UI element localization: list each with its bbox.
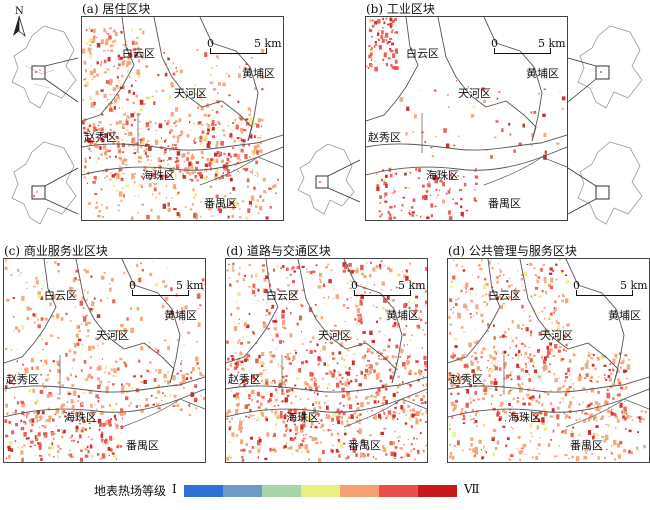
district-label-haizhu: 海珠区	[142, 169, 175, 182]
scale-zero-label: 0	[351, 279, 358, 292]
north-arrow-icon	[13, 16, 26, 38]
district-label-panyu: 番禺区	[348, 439, 381, 452]
north-label: N	[15, 6, 24, 17]
legend-swatch-level-4	[301, 485, 340, 497]
scale-zero-label: 0	[491, 37, 498, 50]
scale-bar: 0 5 km	[207, 37, 282, 59]
district-label-panyu: 番禺区	[488, 197, 521, 210]
legend-swatch-level-1	[184, 485, 223, 497]
panel-title-c: (c) 商业服务业区块	[4, 244, 108, 258]
legend-swatch-level-5	[340, 485, 379, 497]
heat-patches	[4, 259, 205, 462]
district-label-yuexiu: 赵秀区	[84, 131, 117, 144]
district-label-baiyun: 白云区	[266, 289, 299, 302]
district-label-tianhe: 天河区	[96, 329, 129, 342]
map-panel-b: 白云区天河区 黄埔区赵秀区海珠区番禺区 0 5 km	[365, 16, 568, 221]
district-label-panyu: 番禺区	[126, 439, 159, 452]
scale-distance-label: 5 km	[538, 37, 566, 50]
legend-end-label: Ⅶ	[464, 482, 480, 496]
panel-title-b: (b) 工业区块	[366, 2, 435, 16]
district-label-yuexiu: 赵秀区	[228, 373, 261, 386]
district-label-yuexiu: 赵秀区	[368, 131, 401, 144]
legend-title: 地表热场等级	[94, 484, 167, 498]
scale-zero-label: 0	[573, 279, 580, 292]
district-label-panyu: 番禺区	[570, 439, 603, 452]
district-label-tianhe: 天河区	[458, 87, 491, 100]
district-label-tianhe: 天河区	[540, 329, 573, 342]
panel-title-e: (d) 公共管理与服务区块	[448, 244, 577, 258]
inset-map-mid	[297, 143, 361, 215]
map-panel-d: 白云区天河区 黄埔区赵秀区海珠区番禺区 0 5 km	[225, 258, 428, 463]
legend-start-label: I	[172, 482, 177, 496]
district-label-huangpu: 黄埔区	[526, 67, 559, 80]
scale-distance-label: 5 km	[398, 279, 426, 292]
heat-patches	[82, 27, 279, 220]
inset-map-a-bottom	[11, 141, 79, 225]
scale-distance-label: 5 km	[620, 279, 648, 292]
district-label-baiyun: 白云区	[122, 47, 155, 60]
map-panel-e: 白云区天河区 黄埔区赵秀区海珠区番禺区 0 5 km	[447, 258, 650, 463]
legend-swatch-level-2	[223, 485, 262, 497]
scale-distance-label: 5 km	[176, 279, 204, 292]
district-label-haizhu: 海珠区	[426, 169, 459, 182]
legend-swatch-level-6	[379, 485, 418, 497]
panel-title-d: (d) 道路与交通区块	[226, 244, 331, 258]
scale-zero-label: 0	[207, 37, 214, 50]
district-label-yuexiu: 赵秀区	[6, 373, 39, 386]
panel-title-a: (a) 居住区块	[82, 2, 151, 16]
district-label-huangpu: 黄埔区	[386, 309, 419, 322]
district-label-haizhu: 海珠区	[286, 411, 319, 424]
legend-swatch-level-7	[418, 485, 457, 497]
district-label-baiyun: 白云区	[44, 289, 77, 302]
district-label-baiyun: 白云区	[488, 289, 521, 302]
district-label-tianhe: 天河区	[318, 329, 351, 342]
district-label-tianhe: 天河区	[174, 87, 207, 100]
scale-distance-label: 5 km	[254, 37, 282, 50]
heat-patches	[226, 260, 427, 462]
district-label-huangpu: 黄埔区	[608, 309, 641, 322]
north-arrow: N	[12, 6, 26, 38]
scale-bar: 0 5 km	[129, 279, 204, 301]
map-panel-a: 白云区天河区 黄埔区赵秀区海珠区番禺区 0 5 km	[81, 16, 284, 221]
district-label-baiyun: 白云区	[406, 47, 439, 60]
scale-bar: 0 5 km	[351, 279, 426, 301]
district-label-huangpu: 黄埔区	[242, 67, 275, 80]
scale-bar: 0 5 km	[491, 37, 566, 59]
district-label-haizhu: 海珠区	[508, 411, 541, 424]
heat-patches	[366, 17, 566, 220]
district-label-panyu: 番禺区	[204, 197, 237, 210]
district-label-yuexiu: 赵秀区	[450, 373, 483, 386]
inset-map-b-top	[567, 25, 643, 109]
heat-patches	[448, 259, 648, 462]
district-label-haizhu: 海珠区	[64, 411, 97, 424]
inset-map-b-bottom	[567, 141, 643, 225]
legend-swatch-level-3	[262, 485, 301, 497]
inset-map-a-top	[11, 25, 79, 109]
district-label-huangpu: 黄埔区	[164, 309, 197, 322]
map-panel-c: 白云区天河区 黄埔区赵秀区海珠区番禺区 0 5 km	[3, 258, 206, 463]
scale-bar: 0 5 km	[573, 279, 648, 301]
scale-zero-label: 0	[129, 279, 136, 292]
